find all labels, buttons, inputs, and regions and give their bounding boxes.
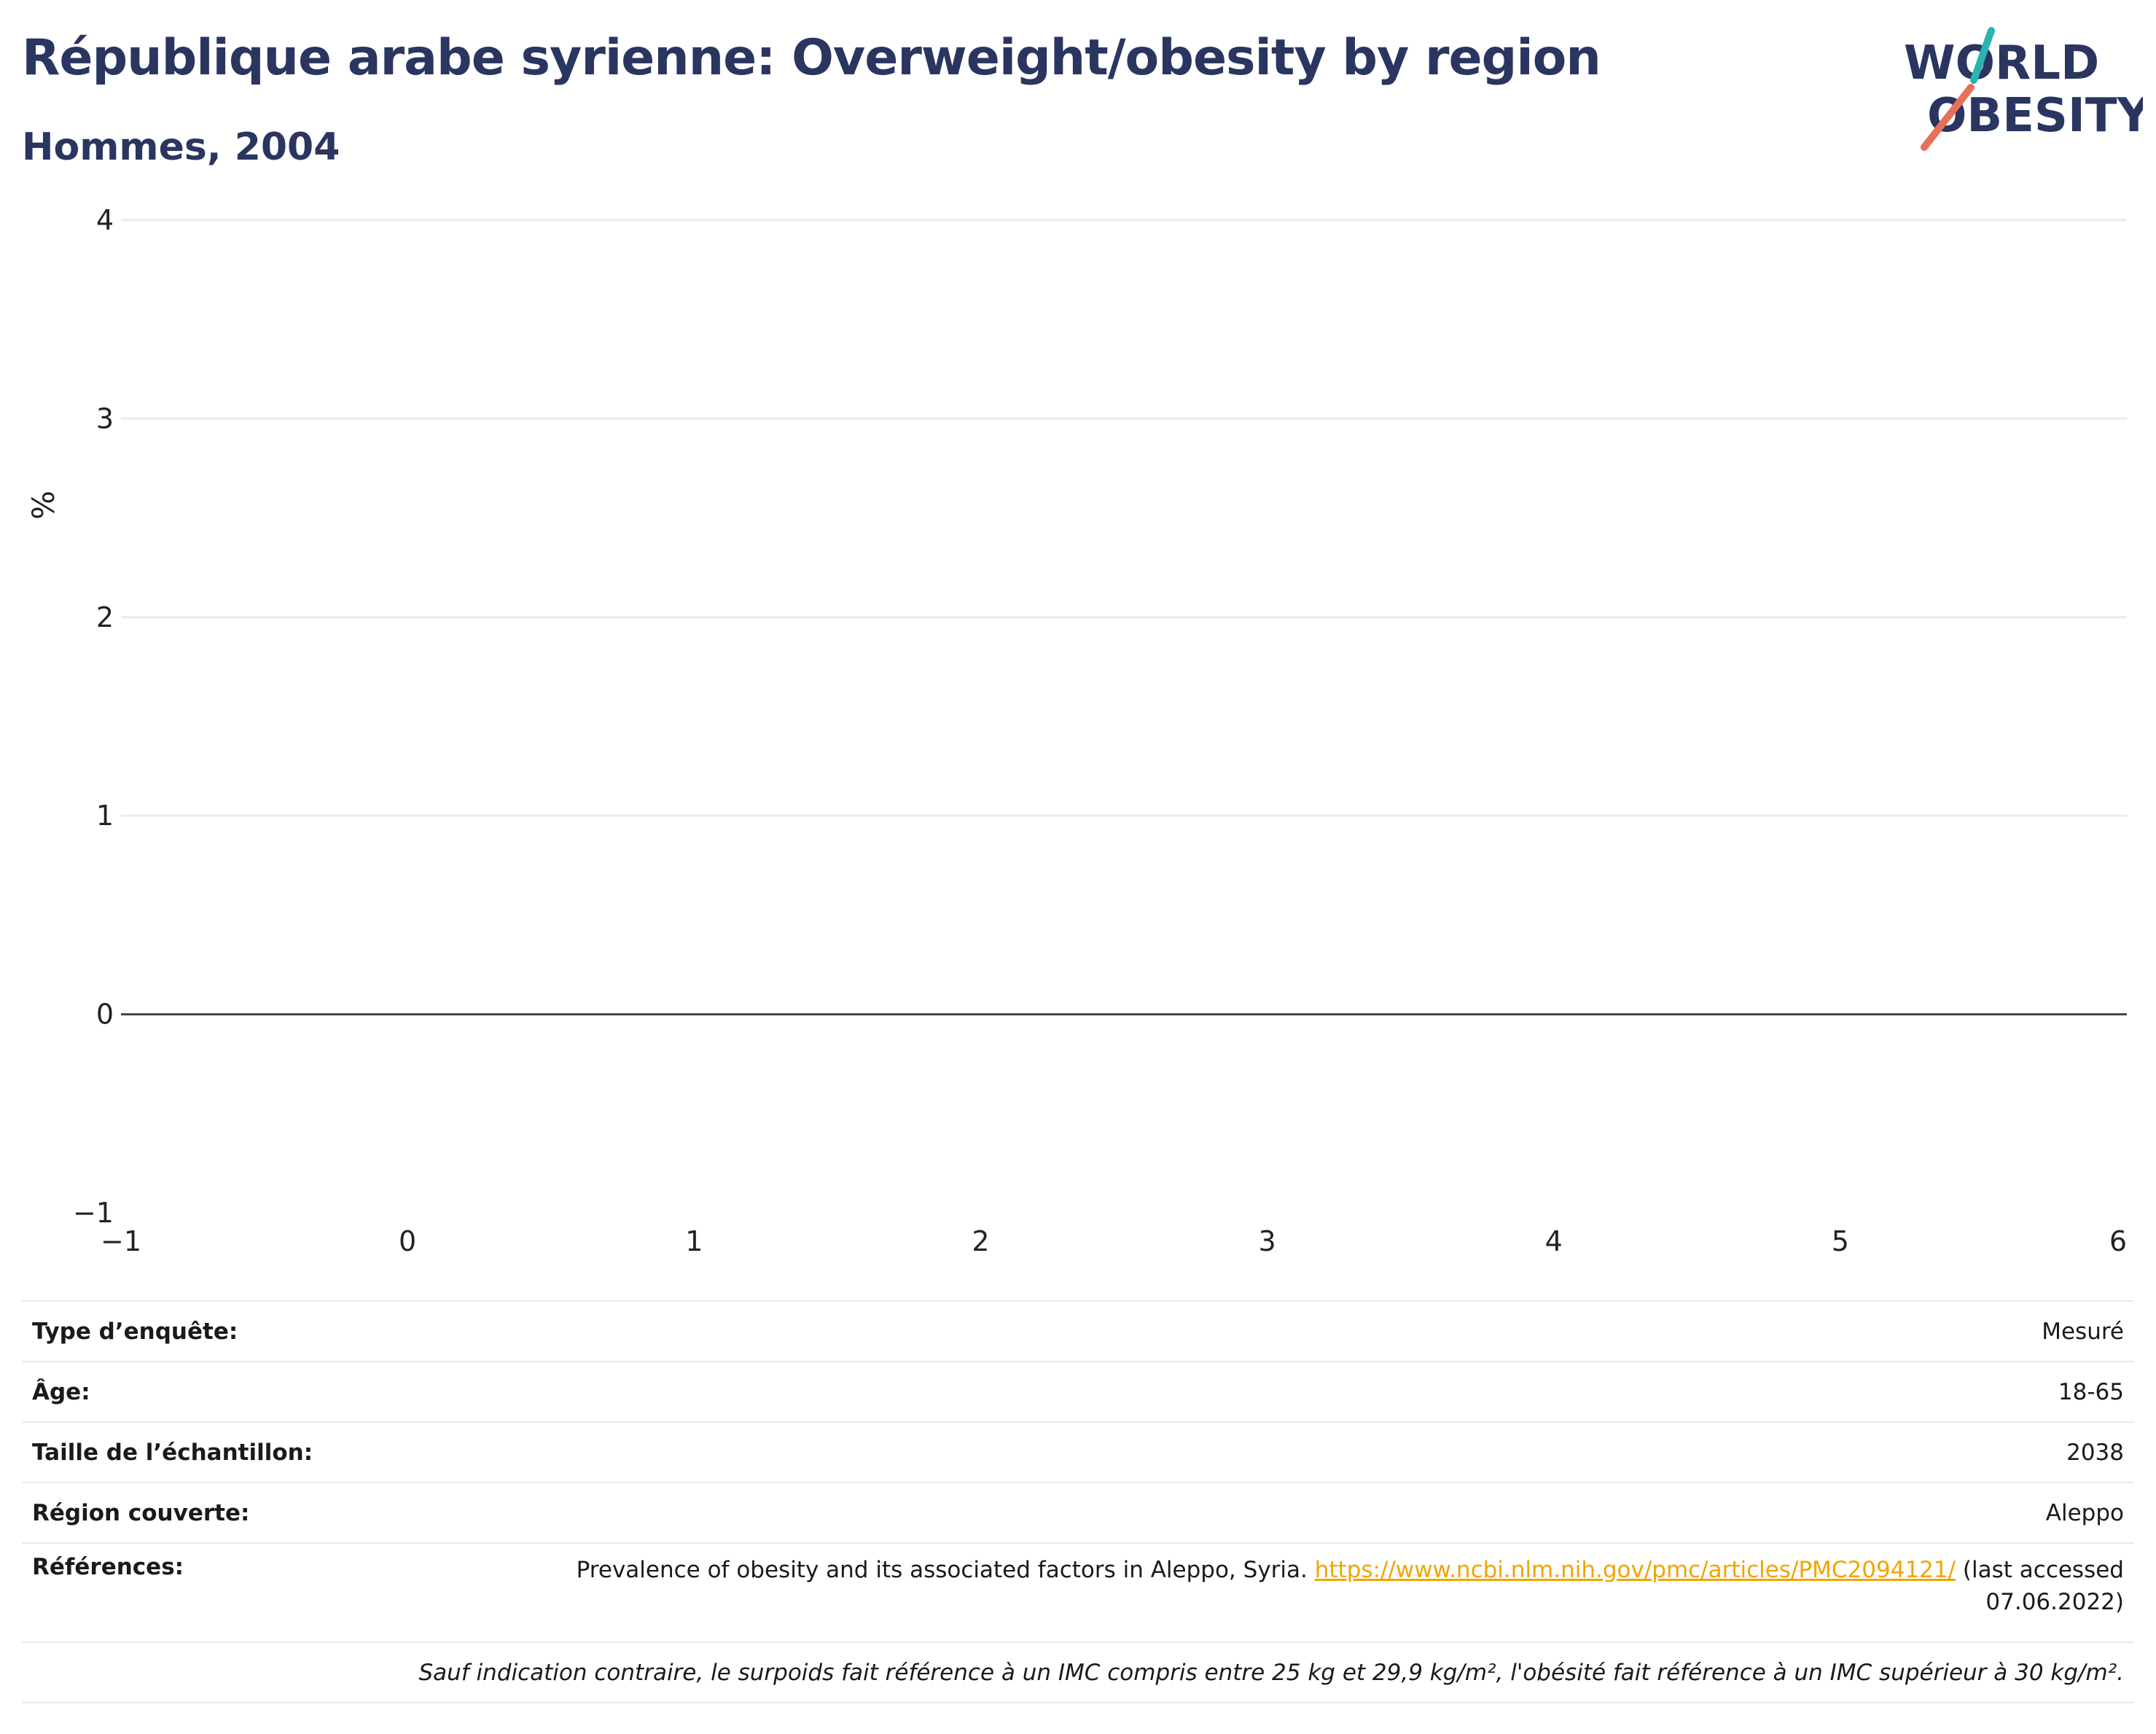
- y-tick-label: 1: [96, 800, 114, 832]
- info-value: 18-65: [552, 1361, 2134, 1422]
- x-tick-label: −1: [101, 1225, 141, 1257]
- y-tick-label: 4: [96, 204, 114, 236]
- world-obesity-logo: WORLD OBESITY: [1904, 27, 2143, 151]
- logo-slash-teal: [1970, 27, 1995, 84]
- reference-link[interactable]: https://www.ncbi.nlm.nih.gov/pmc/article…: [1314, 1557, 1956, 1583]
- info-row-age: Âge: 18-65: [22, 1361, 2134, 1422]
- info-row-survey-type: Type d’enquête: Mesuré: [22, 1300, 2134, 1362]
- x-tick-label: 3: [1258, 1225, 1276, 1257]
- x-tick-label: 2: [972, 1225, 989, 1257]
- x-tick-label: 0: [399, 1225, 416, 1257]
- info-row-note: Sauf indication contraire, le surpoids f…: [22, 1641, 2134, 1703]
- x-tick-label: 5: [1832, 1225, 1849, 1257]
- info-label: Âge:: [22, 1361, 552, 1422]
- y-tick-label: 2: [96, 601, 114, 633]
- info-row-region: Région couverte: Aleppo: [22, 1482, 2134, 1543]
- survey-info-table: Type d’enquête: Mesuré Âge: 18-65 Taille…: [22, 1300, 2134, 1703]
- info-label: Région couverte:: [22, 1482, 552, 1543]
- x-tick-label: 6: [2109, 1225, 2127, 1257]
- definition-note: Sauf indication contraire, le surpoids f…: [22, 1641, 2134, 1703]
- y-tick-label: 0: [96, 999, 114, 1031]
- chart-title: République arabe syrienne: Overweight/ob…: [22, 29, 1601, 87]
- x-tick-labels: −1 0 1 2 3 4 5 6: [101, 1225, 2127, 1257]
- logo-line1: WORLD: [1904, 36, 2099, 90]
- references-value: Prevalence of obesity and its associated…: [552, 1542, 2134, 1642]
- logo-slash-red: [1921, 84, 1975, 151]
- gridlines: [121, 219, 2127, 817]
- info-value: Mesuré: [552, 1300, 2134, 1362]
- reference-text: Prevalence of obesity and its associated…: [576, 1557, 1315, 1583]
- info-row-sample-size: Taille de l’échantillon: 2038: [22, 1421, 2134, 1483]
- info-row-references: Références: Prevalence of obesity and it…: [22, 1542, 2134, 1642]
- chart-subtitle: Hommes, 2004: [22, 125, 340, 169]
- reference-accessed: (last accessed 07.06.2022): [1956, 1557, 2124, 1615]
- y-tick-labels: −1 0 1 2 3 4: [73, 204, 114, 1229]
- y-tick-label: −1: [73, 1197, 114, 1229]
- info-label: Références:: [22, 1542, 552, 1642]
- x-tick-label: 4: [1545, 1225, 1563, 1257]
- info-label: Taille de l’échantillon:: [22, 1421, 552, 1483]
- chart-area: −1 0 1 2 3 4 −1 0 1 2 3 4 5 6 %: [26, 204, 2127, 1257]
- x-tick-label: 1: [685, 1225, 703, 1257]
- y-axis-label: %: [26, 491, 61, 520]
- info-label: Type d’enquête:: [22, 1300, 552, 1362]
- y-tick-label: 3: [96, 402, 114, 434]
- info-value: 2038: [552, 1421, 2134, 1483]
- info-value: Aleppo: [552, 1482, 2134, 1543]
